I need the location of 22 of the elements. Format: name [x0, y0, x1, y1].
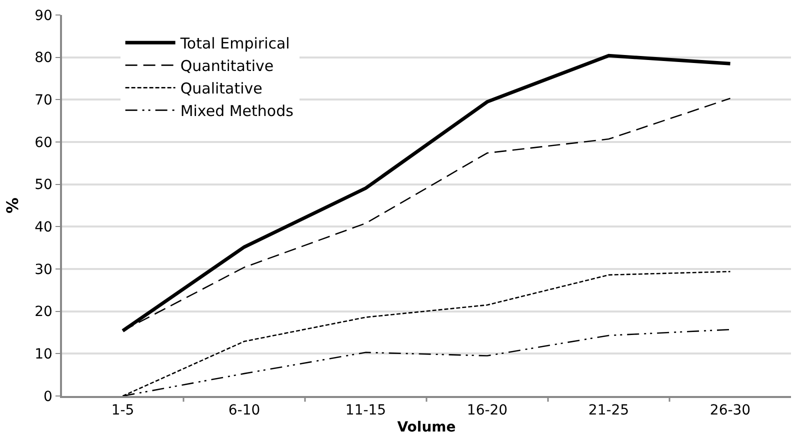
- x-tick-label: 6-10: [228, 402, 260, 419]
- x-tick-label: 26-30: [710, 402, 751, 419]
- y-tick-label: 20: [34, 304, 52, 320]
- x-axis-title: Volume: [397, 419, 456, 436]
- x-tick-label: 16-20: [466, 402, 508, 419]
- y-tick-label: 60: [34, 134, 52, 151]
- y-tick-label: 50: [34, 177, 52, 194]
- y-tick-label: 10: [34, 346, 52, 363]
- legend-label: Total Empirical: [179, 34, 290, 53]
- legend-label: Qualitative: [180, 80, 262, 98]
- y-tick-label: 0: [44, 388, 52, 405]
- y-tick-label: 90: [34, 8, 52, 24]
- y-tick-label: 80: [34, 50, 52, 66]
- legend-label: Mixed Methods: [180, 102, 294, 120]
- y-tick-label: 70: [34, 92, 52, 109]
- legend-label: Quantitative: [180, 57, 274, 76]
- x-tick-label: 1-5: [111, 402, 134, 419]
- x-tick-label: 11-15: [345, 402, 386, 419]
- y-tick-label: 30: [34, 262, 52, 278]
- y-axis-title: %: [3, 197, 22, 214]
- x-tick-label: 21-25: [588, 402, 630, 419]
- y-tick-label: 40: [34, 220, 52, 236]
